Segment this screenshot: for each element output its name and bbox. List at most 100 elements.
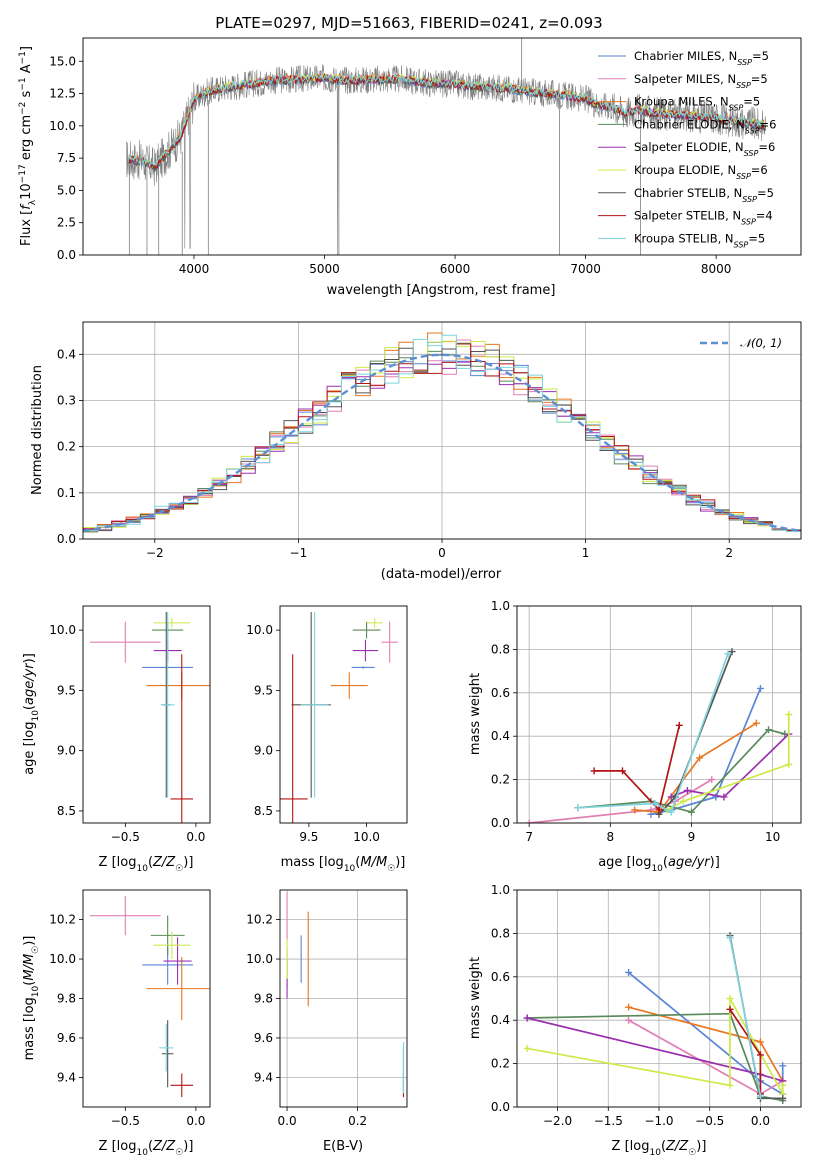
y-tick-label: 9.0	[254, 744, 273, 758]
plot-area-mass-vs-EBV	[286, 891, 405, 1098]
data-point	[352, 639, 379, 662]
series-marker	[765, 726, 773, 734]
x-tick-label: 10.0	[353, 830, 380, 844]
series-marker	[712, 793, 720, 801]
x-tick-label: −1.0	[644, 1114, 673, 1128]
axes-frame	[82, 889, 211, 1108]
series-marker	[523, 1014, 531, 1022]
x-tick-label: 0.0	[186, 1114, 205, 1128]
x-tick-label: 9	[688, 830, 696, 844]
y-tick-label: 10.0	[246, 952, 273, 966]
y-tick-label: 8.5	[254, 804, 273, 818]
y-axis-label: mass weight	[468, 673, 483, 755]
series-line	[666, 714, 790, 811]
histogram-step	[83, 343, 801, 532]
x-tick-label: 2	[725, 546, 733, 560]
axes-massweight-vs-Z: −2.0 −1.5 −1.0 −0.5 0.0 0.0 0.2 0.4 0.6 0.8 1.0	[491, 883, 802, 1128]
x-tick-label: 9.5	[299, 830, 318, 844]
series-marker	[726, 1081, 734, 1089]
series-marker	[726, 1005, 734, 1013]
normal-curve	[83, 353, 801, 533]
y-tick-label: 9.6	[57, 1031, 76, 1045]
x-axis-label: Z [log10(Z/Z☉)]	[99, 855, 194, 874]
y-axis-label: Flux [fλ10−17 erg cm−2 s−1 A−1]	[18, 46, 38, 246]
chart-title: PLATE=0297, MJD=51663, FIBERID=0241, z=0…	[215, 14, 602, 32]
x-tick-label: 7000	[570, 262, 601, 276]
legend-entry: Chabrier ELODIE, NSSP=6	[634, 117, 776, 135]
series-line	[729, 937, 762, 1097]
data-point	[300, 612, 329, 798]
y-tick-label: 8.5	[57, 804, 76, 818]
y-tick-label: 0.3	[57, 393, 76, 407]
plot-area-age-vs-Z	[90, 612, 210, 823]
y-tick-label: 9.8	[57, 992, 76, 1006]
x-tick-label: 8	[606, 830, 614, 844]
y-tick-label: 10.0	[49, 119, 76, 133]
data-point	[90, 895, 161, 936]
data-point	[162, 1020, 174, 1088]
x-axis-label: wavelength [Angstrom, rest frame]	[327, 283, 556, 298]
legend-entry: Kroupa STELIB, NSSP=5	[634, 231, 765, 249]
series-marker	[651, 799, 659, 807]
data-point	[352, 621, 381, 639]
y-tick-label: 0.4	[491, 1013, 510, 1027]
series-marker	[726, 934, 734, 942]
axes-frame	[516, 889, 802, 1108]
series-marker	[779, 1081, 787, 1089]
axes-frame	[279, 889, 408, 1108]
series-line	[670, 733, 790, 798]
x-tick-label: 6000	[440, 262, 471, 276]
axes-mass-vs-Z: −0.5 0.0 9.4 9.6 9.8 10.0 10.2	[49, 889, 211, 1128]
x-tick-label: 1	[582, 546, 590, 560]
data-point	[170, 654, 194, 823]
y-tick-label: 9.8	[254, 992, 273, 1006]
x-tick-label: 5000	[309, 262, 340, 276]
x-tick-label: 0	[438, 546, 446, 560]
axes-age-vs-mass: 9.5 10.0 8.5 9.0 9.5 10.0	[246, 605, 408, 844]
y-tick-label: 0.2	[491, 1057, 510, 1071]
series-marker	[724, 650, 732, 658]
series-marker	[696, 754, 704, 762]
series-marker	[667, 808, 675, 816]
y-tick-label: 0.0	[57, 532, 76, 546]
legend-entry: Chabrier MILES, NSSP=5	[634, 49, 769, 67]
data-point	[351, 666, 375, 669]
x-axis-label: Z [log10(Z/Z☉)]	[99, 1139, 194, 1158]
y-tick-label: 2.5	[57, 216, 76, 230]
y-tick-label: 0.2	[491, 773, 510, 787]
axes-frame	[279, 605, 408, 824]
y-tick-label: 10.0	[246, 623, 273, 637]
y-tick-label: 0.0	[491, 1100, 510, 1114]
x-tick-label: 0.0	[278, 1114, 297, 1128]
legend-entry: Chabrier STELIB, NSSP=5	[634, 186, 774, 204]
series-marker	[726, 995, 734, 1002]
y-axis-label: age [log10(age/yr)]	[22, 653, 41, 775]
legend-entry: Kroupa ELODIE, NSSP=6	[634, 163, 768, 181]
plot-area-mass-vs-Z	[90, 895, 210, 1098]
series-marker	[625, 1003, 633, 1011]
series-marker	[779, 1094, 787, 1102]
y-axis-label: mass weight	[468, 957, 483, 1039]
y-tick-label: 10.0	[49, 952, 76, 966]
x-axis-label: age [log10(age/yr)]	[598, 855, 720, 874]
series-marker	[708, 776, 716, 784]
y-tick-label: 9.6	[254, 1031, 273, 1045]
plot-area-residuals	[83, 332, 801, 533]
y-tick-label: 0.1	[57, 486, 76, 500]
y-tick-label: 9.0	[57, 744, 76, 758]
histogram-step	[83, 347, 801, 532]
axes-residuals: −2 −1 0 1 2 0.0 0.1 0.2 0.3 0.4	[57, 321, 802, 560]
y-tick-label: 7.5	[57, 151, 76, 165]
legend-entry: Salpeter MILES, NSSP=5	[634, 72, 768, 90]
series-marker	[679, 797, 687, 805]
axes-spectrum: 4000 5000 6000 7000 8000 0.0 2.5 5.0 7.5 10.0 12.5…	[49, 37, 802, 276]
x-tick-label: 0.0	[751, 1114, 770, 1128]
y-tick-label: 10.2	[49, 913, 76, 927]
x-axis-label: E(B-V)	[323, 1139, 363, 1154]
axes-frame	[82, 321, 802, 540]
x-tick-label: 10	[765, 830, 780, 844]
series-marker	[675, 721, 683, 729]
x-tick-label: 4000	[179, 262, 210, 276]
series-marker	[756, 1092, 764, 1100]
